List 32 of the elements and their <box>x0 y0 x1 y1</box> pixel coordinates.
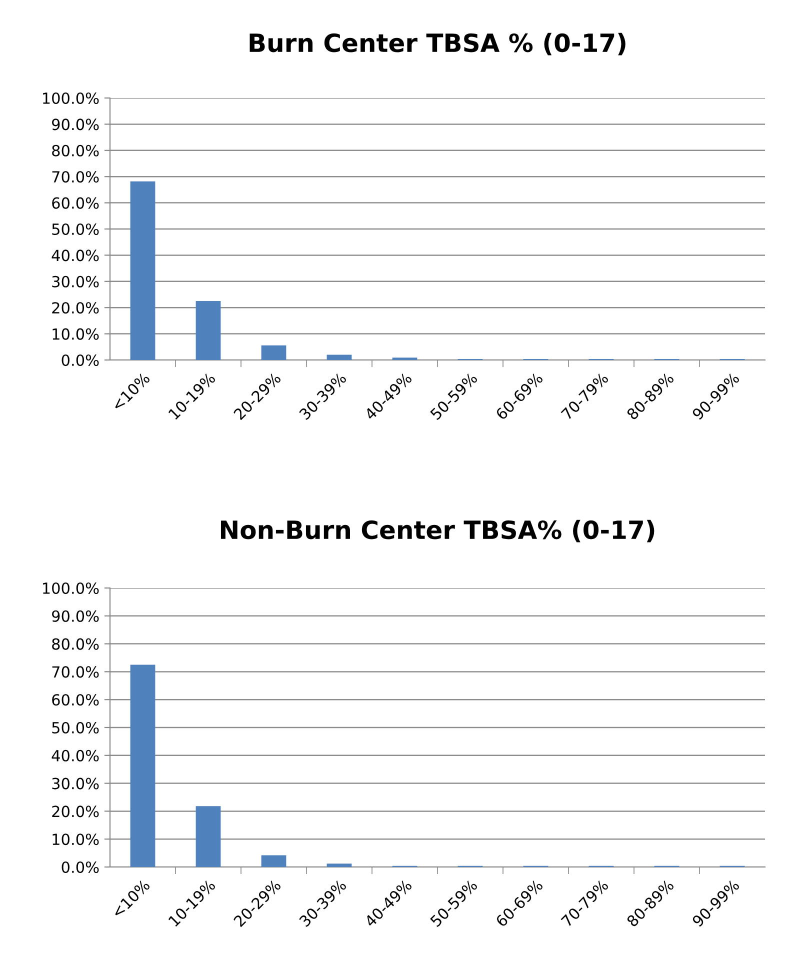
y-tick-label: 100.0% <box>43 582 99 594</box>
y-tick-label: 100.0% <box>43 92 99 104</box>
bar <box>326 864 352 867</box>
y-tick-label: 10.0% <box>52 834 99 846</box>
chart-title: Non-Burn Center TBSA% (0-17) <box>220 520 654 542</box>
bar <box>196 301 221 360</box>
y-tick-label: 20.0% <box>52 302 99 314</box>
bar <box>261 855 286 867</box>
y-tick-label: 40.0% <box>52 250 99 262</box>
y-tick-label: 90.0% <box>52 610 99 622</box>
y-tick-label: 70.0% <box>52 171 99 183</box>
y-tick-label: 0.0% <box>62 861 99 874</box>
bar <box>130 181 156 360</box>
y-tick-label: 50.0% <box>52 722 99 734</box>
y-tick-label: 80.0% <box>52 144 99 156</box>
bar <box>261 345 286 360</box>
y-tick-label: 40.0% <box>52 750 99 762</box>
y-tick-label: 60.0% <box>52 694 99 706</box>
bar <box>326 354 352 360</box>
bar <box>196 806 221 867</box>
y-tick-label: 0.0% <box>62 354 99 366</box>
y-tick-label: 30.0% <box>52 276 99 288</box>
y-tick-label: 20.0% <box>52 806 99 818</box>
y-tick-label: 10.0% <box>52 328 99 340</box>
y-tick-label: 30.0% <box>52 778 99 790</box>
y-tick-label: 90.0% <box>52 118 99 130</box>
y-tick-label: 60.0% <box>52 197 99 209</box>
y-tick-label: 50.0% <box>52 223 99 236</box>
bar <box>130 664 156 867</box>
chart-title: Burn Center TBSA % (0-17) <box>250 32 626 56</box>
y-tick-label: 70.0% <box>52 666 99 678</box>
y-tick-label: 80.0% <box>52 638 99 650</box>
